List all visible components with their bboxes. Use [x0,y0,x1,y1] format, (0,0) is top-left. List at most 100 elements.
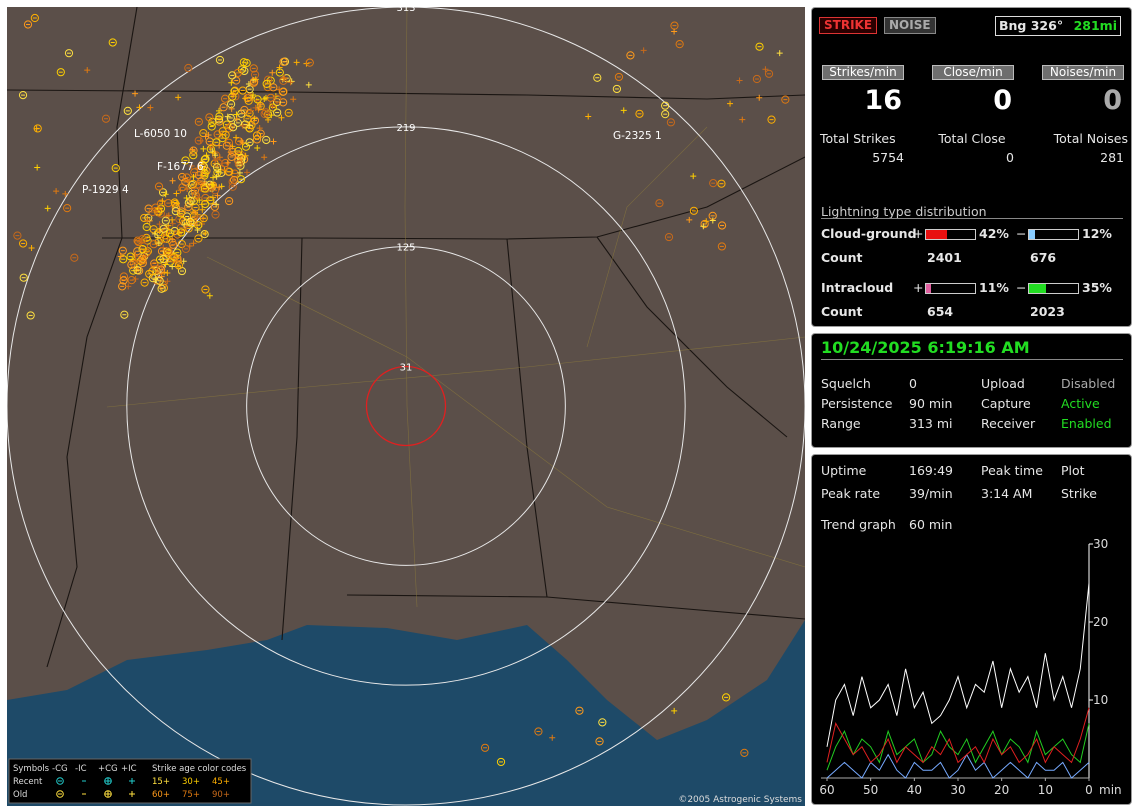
trend-line [826,723,1090,771]
strike-symbol [63,204,72,213]
strike-symbol [189,146,198,155]
rate-label: Strikes/min [822,65,904,80]
strike-symbol [279,98,288,107]
strike-symbol [228,182,237,191]
strike-symbol [155,276,164,285]
strike-symbol [108,38,117,47]
strike-symbol [18,91,28,100]
strike-symbol [188,162,195,169]
total-label: Total Close [938,131,1006,146]
legend-age: 15+ [152,777,170,787]
strike-symbol [205,132,212,139]
strike-symbol [28,244,35,251]
total-value: 281 [1100,150,1124,165]
range-label: 31 [400,362,413,373]
strike-symbol [236,169,243,176]
cell-labels: L-6050 10 F-1677 6 P-1929 4 G-2325 1 [82,128,662,196]
strike-symbol [200,230,209,239]
strike-symbol [598,718,607,727]
strike-symbol [700,219,709,229]
strike-button[interactable]: STRIKE [819,17,878,34]
rate-label: Noises/min [1042,65,1124,80]
total-value: 0 [1006,150,1014,165]
strike-symbol [595,737,604,746]
x-axis-label: min [1099,783,1122,797]
strike-symbol [253,95,262,104]
range-ring [246,246,566,566]
strike-symbol [209,181,216,188]
count: 654 [927,304,954,319]
percent-fill [926,230,947,239]
strike-symbol [169,236,176,243]
range-label: 125 [396,243,415,254]
strike-symbol [273,94,282,103]
sign: − [1016,280,1027,295]
strike-symbol [229,123,238,132]
strike-symbol [140,278,149,287]
strike-symbol [216,154,223,161]
strike-symbol [173,190,180,197]
strike-symbol [261,108,271,117]
field: 313 mi [909,416,953,431]
strike-symbol [280,75,287,82]
field: Peak time [981,463,1043,478]
field: Strike [1061,486,1097,501]
strike-symbol [241,120,250,129]
field: Upload [981,376,1025,391]
legend-row: Recent [13,777,43,787]
strike-symbol [56,68,65,77]
strike-symbol [19,239,28,248]
strike-symbol [240,105,249,115]
field: 0 [909,376,917,391]
strike-symbol [155,240,162,247]
strike-symbol [262,79,271,88]
strike-symbol [213,201,220,208]
percent-bar [925,229,976,240]
strike-map: 313 219 125 31 L-6050 10 F-1677 6 P-1929 4 G-2… [7,7,805,806]
strike-symbol [177,207,186,216]
strike-symbol [200,145,207,152]
strike-symbol [228,147,237,156]
strike-symbol [233,68,242,78]
strike-symbol [700,223,707,230]
rate-label: Close/min [932,65,1014,80]
strike-symbol [686,216,693,223]
strike-symbol [549,734,556,741]
strike-symbol [30,13,39,23]
strike-symbol [201,193,210,203]
y-tick-label: 20 [1093,615,1108,629]
strike-symbol [154,182,164,191]
strike-symbol [191,209,198,216]
field: 39/min [909,486,953,501]
trend-line [826,753,1090,779]
strike-symbol [19,273,28,282]
noise-button[interactable]: NOISE [884,17,936,34]
strike-symbol [575,706,584,715]
strike-symbol [671,28,678,35]
strike-symbol [142,222,151,232]
strike-symbol [709,179,718,188]
strike-symbol [175,94,182,101]
strike-symbol [200,169,209,178]
strike-symbol [216,184,223,191]
y-tick-label: 10 [1093,693,1108,707]
rate-value: 16 [864,85,902,116]
strike-symbol [689,206,698,215]
strike-symbol [249,64,258,73]
strike-symbol [149,240,158,249]
strike-symbol [664,232,674,242]
strike-symbol [206,144,215,154]
strike-symbol [194,117,203,126]
strike-symbol [186,197,193,204]
strike-symbol [275,68,284,77]
cell-label: G-2325 1 [613,130,662,142]
strike-symbol [151,230,158,237]
percent-fill [1029,230,1035,239]
legend-type: +CG [98,764,118,774]
strike-symbol [216,142,223,149]
strike-symbol [221,130,230,140]
strike-symbol [147,104,154,111]
strike-symbol [201,285,210,294]
strike-symbol [156,204,166,213]
y-tick-label: 30 [1093,537,1108,551]
